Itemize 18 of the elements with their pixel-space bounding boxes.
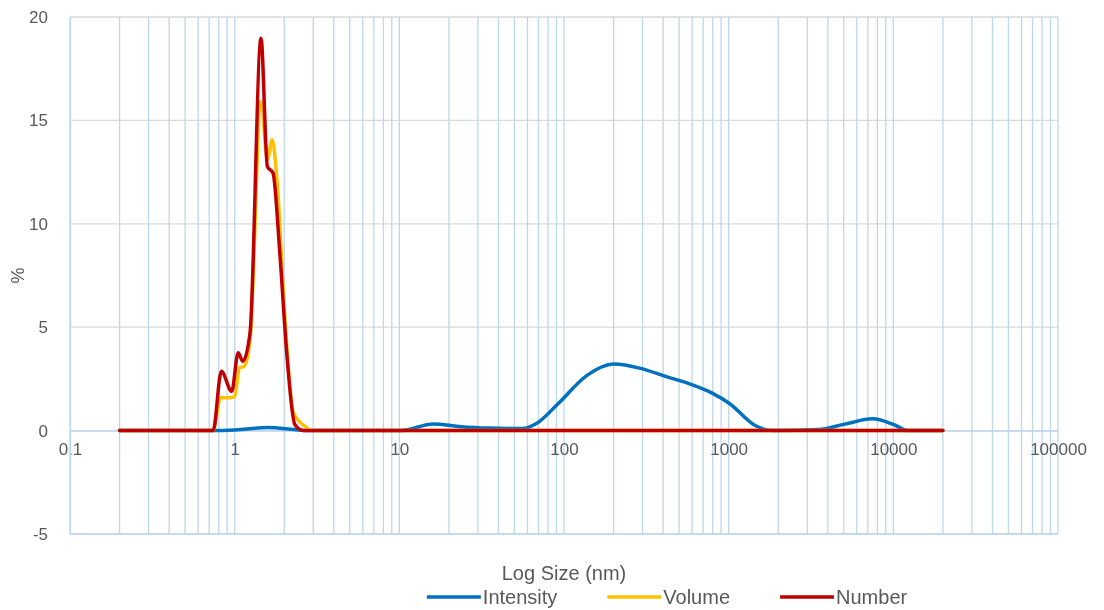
y-tick-label: 5 — [38, 318, 48, 338]
legend-label: Number — [836, 586, 908, 608]
x-tick-label: 100000 — [1030, 439, 1087, 459]
legend-label: Intensity — [482, 586, 558, 608]
x-tick-label: 10 — [390, 439, 410, 459]
y-tick-label: 10 — [29, 214, 48, 234]
x-axis-title: Log Size (nm) — [501, 562, 627, 584]
x-tick-label: 1000 — [710, 439, 749, 459]
y-tick-label: 0 — [38, 421, 48, 441]
x-tick-label: 0.1 — [58, 439, 83, 459]
y-tick-label: 15 — [29, 111, 48, 131]
x-tick-label: 1 — [230, 439, 240, 459]
x-tick-label: 100 — [550, 439, 579, 459]
x-tick-label: 10000 — [870, 439, 918, 459]
y-tick-label: 20 — [29, 7, 48, 27]
y-tick-label: -5 — [32, 524, 48, 544]
y-axis-title: % — [8, 267, 28, 284]
legend-label: Volume — [663, 586, 731, 608]
